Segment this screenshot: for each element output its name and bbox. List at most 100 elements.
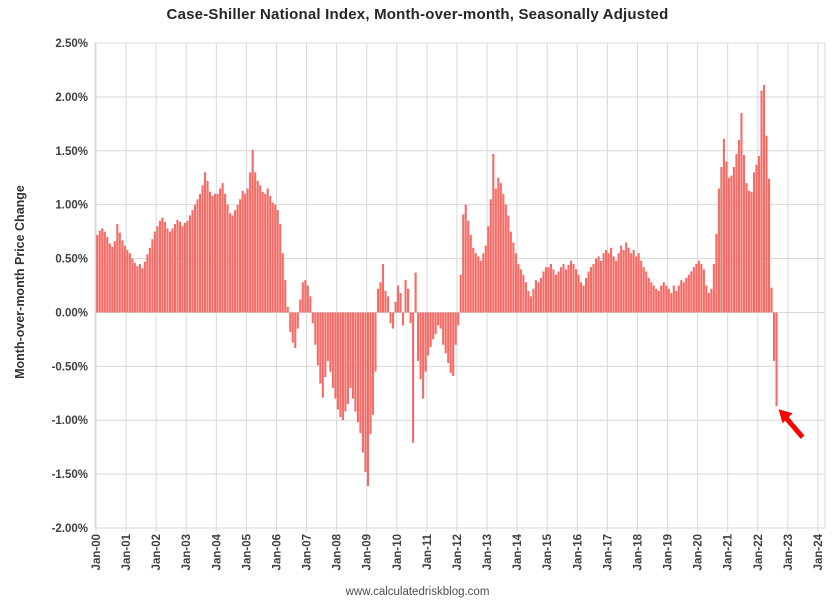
bar	[760, 90, 763, 313]
bar	[462, 214, 465, 313]
y-tick-label: -1.00%	[52, 415, 88, 427]
bar	[229, 213, 232, 313]
bar	[680, 280, 683, 313]
bar	[241, 190, 244, 313]
x-tick-label: Jan-18	[632, 533, 644, 570]
bar	[677, 285, 680, 313]
bar	[276, 210, 279, 313]
bar	[529, 296, 532, 313]
bar	[442, 312, 445, 345]
bar	[417, 312, 420, 361]
x-tick-label: Jan-07	[302, 534, 314, 570]
bar	[186, 220, 189, 313]
bar	[477, 256, 480, 313]
bar	[96, 234, 99, 313]
bar	[502, 193, 505, 313]
x-tick-label: Jan-16	[572, 534, 584, 570]
bar	[138, 263, 141, 313]
bar	[384, 290, 387, 313]
bar	[389, 312, 392, 324]
x-tick-label: Jan-03	[181, 534, 193, 570]
x-tick-label: Jan-10	[392, 534, 404, 570]
y-axis-title: Month-over-month Price Change	[13, 185, 27, 379]
bar	[657, 290, 660, 313]
bar	[344, 312, 347, 412]
bar	[615, 260, 618, 313]
bar	[163, 221, 166, 313]
bar	[687, 274, 690, 313]
bar	[444, 312, 447, 354]
bar	[196, 199, 199, 313]
bar	[695, 263, 698, 313]
bar	[765, 135, 768, 313]
bar	[336, 312, 339, 410]
bar	[499, 183, 502, 313]
bar	[301, 282, 304, 313]
bar	[730, 175, 733, 313]
bar	[637, 253, 640, 313]
bar	[422, 312, 425, 399]
bar	[590, 267, 593, 313]
bar	[675, 290, 678, 313]
bar	[549, 263, 553, 313]
bar	[116, 224, 119, 313]
bar	[221, 183, 224, 313]
bar	[632, 249, 635, 313]
bar	[650, 282, 653, 313]
bar	[176, 219, 179, 313]
x-tick-label: Jan-20	[693, 534, 705, 570]
x-tick-label: Jan-22	[753, 534, 765, 570]
bar	[522, 274, 525, 313]
bar	[702, 269, 705, 313]
x-tick-label: Jan-23	[783, 534, 795, 570]
bar	[579, 282, 583, 313]
bar	[359, 312, 362, 434]
bar	[725, 161, 728, 313]
bar	[234, 210, 237, 313]
bar	[572, 263, 575, 313]
bar	[532, 288, 535, 313]
bar	[407, 288, 410, 313]
bar	[188, 215, 192, 313]
bar	[123, 245, 126, 313]
bar	[106, 237, 109, 313]
x-tick-label: Jan-12	[452, 534, 464, 570]
bar	[620, 245, 623, 313]
bar	[296, 312, 299, 329]
bar	[449, 312, 452, 373]
bar	[183, 222, 187, 313]
x-tick-label: Jan-11	[422, 533, 434, 569]
bar	[306, 285, 309, 313]
bar	[630, 253, 633, 313]
bar	[622, 249, 625, 313]
y-tick-label: 2.50%	[55, 38, 88, 50]
bar	[249, 172, 252, 313]
bar	[464, 204, 467, 313]
bar	[226, 204, 229, 313]
bar	[552, 269, 555, 313]
chart-title: Case-Shiller National Index, Month-over-…	[166, 6, 669, 23]
bar	[379, 282, 382, 313]
bar	[564, 269, 568, 313]
bar	[474, 253, 477, 313]
bar	[577, 274, 580, 313]
plot-border	[94, 42, 826, 529]
bar	[437, 312, 440, 326]
bar	[259, 185, 262, 313]
y-tick-label: 2.00%	[55, 92, 88, 104]
bar	[562, 263, 565, 313]
bar	[757, 156, 761, 313]
bar	[740, 113, 743, 313]
bar	[203, 172, 207, 313]
bar	[178, 221, 182, 313]
bar	[339, 312, 342, 417]
bar	[256, 180, 259, 313]
bar	[712, 263, 715, 313]
bar	[667, 288, 670, 313]
bar	[447, 312, 450, 364]
bar	[497, 177, 500, 313]
bar	[404, 280, 407, 313]
bar	[554, 274, 558, 313]
